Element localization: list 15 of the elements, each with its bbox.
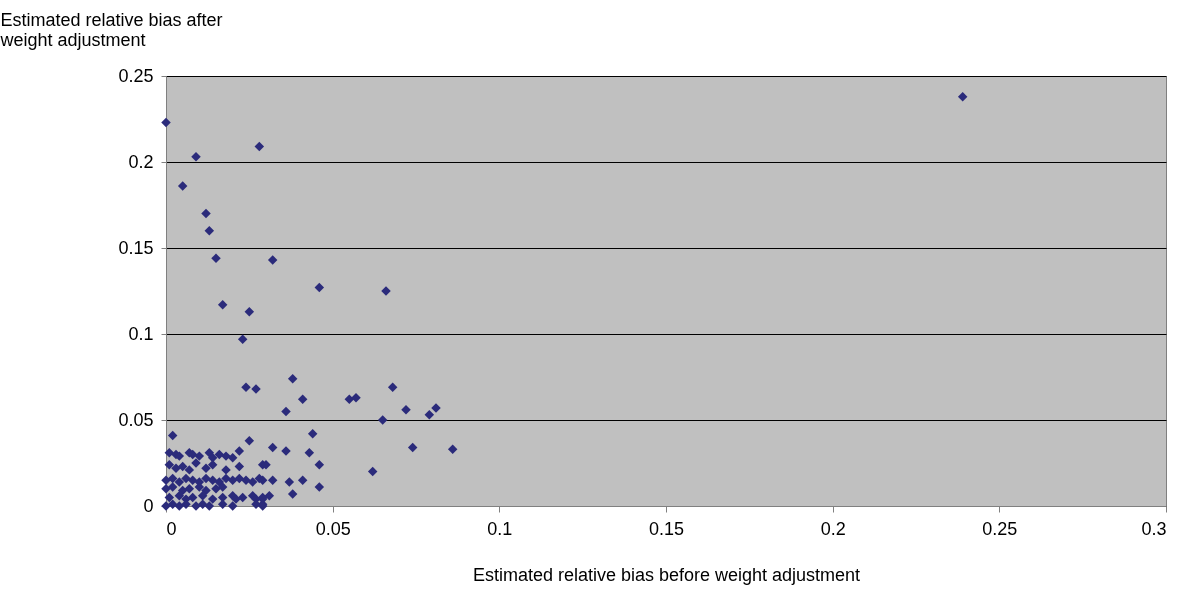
x-tick-label: 0.2 <box>820 518 846 539</box>
y-axis-title: Estimated relative bias after weight adjustment <box>0 9 223 50</box>
y-tick-label: 0.15 <box>118 237 154 258</box>
y-tick-label: 0 <box>143 495 154 516</box>
x-tick-label: 0.15 <box>648 518 685 539</box>
x-tick-label: 0 <box>166 518 177 539</box>
y-tick-label: 0.05 <box>118 409 154 430</box>
y-tick-label: 0.25 <box>118 65 154 86</box>
x-axis-title: Estimated relative bias before weight adjustment <box>472 564 861 585</box>
x-tick-label: 0.3 <box>1141 518 1167 539</box>
x-tick-label: 0.05 <box>315 518 351 539</box>
y-tick-label: 0.1 <box>128 323 154 344</box>
x-tick-label: 0.1 <box>487 518 513 539</box>
x-tick-label: 0.25 <box>982 518 1018 539</box>
y-tick-label: 0.2 <box>128 151 154 172</box>
